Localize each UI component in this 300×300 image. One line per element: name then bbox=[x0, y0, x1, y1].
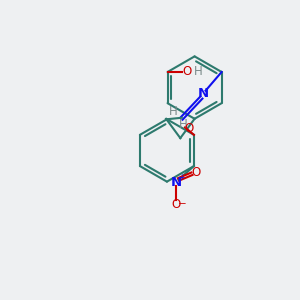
Text: N: N bbox=[198, 87, 209, 100]
Text: O: O bbox=[182, 65, 192, 79]
Text: N: N bbox=[171, 176, 182, 189]
Text: O: O bbox=[185, 122, 194, 135]
Text: H: H bbox=[194, 65, 203, 79]
Text: H: H bbox=[169, 105, 177, 118]
Text: O: O bbox=[191, 166, 201, 179]
Text: −: − bbox=[178, 200, 187, 209]
Text: O: O bbox=[172, 199, 181, 212]
Text: +: + bbox=[178, 172, 185, 182]
Text: H: H bbox=[178, 118, 187, 131]
